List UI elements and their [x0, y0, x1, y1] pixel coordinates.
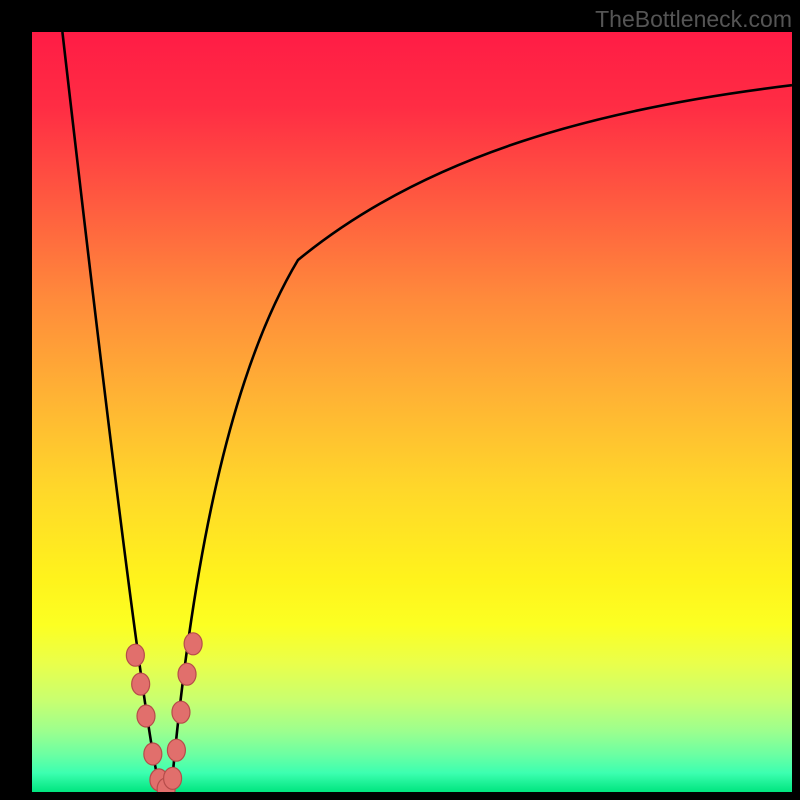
data-marker	[132, 673, 150, 695]
data-marker	[184, 633, 202, 655]
right-curve	[171, 85, 792, 792]
chart-container: TheBottleneck.com	[0, 0, 800, 800]
data-marker	[172, 701, 190, 723]
data-marker	[126, 644, 144, 666]
data-marker	[144, 743, 162, 765]
data-marker	[178, 663, 196, 685]
data-marker	[137, 705, 155, 727]
chart-svg-overlay	[32, 32, 792, 792]
data-marker	[167, 739, 185, 761]
plot-area	[32, 32, 792, 792]
data-marker	[164, 767, 182, 789]
watermark-text: TheBottleneck.com	[595, 6, 792, 33]
